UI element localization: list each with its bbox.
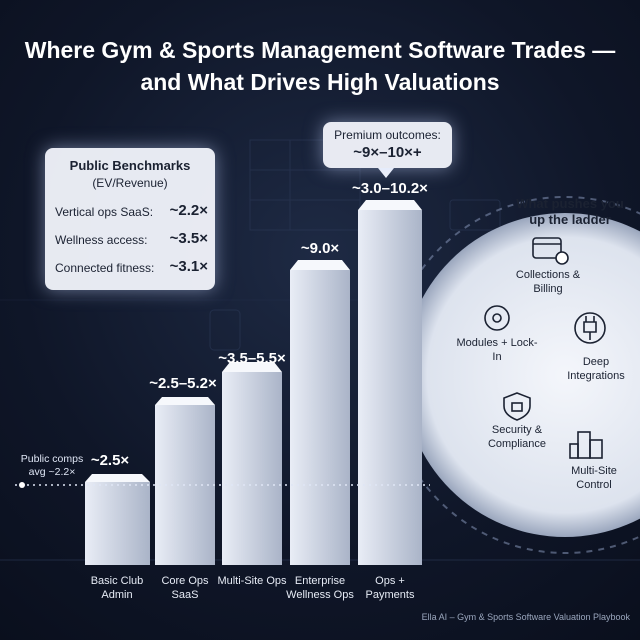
bar-label: ~9.0× xyxy=(300,240,340,257)
title: Where Gym & Sports Management Software T… xyxy=(24,37,616,95)
benchmark-label: Vertical ops SaaS: xyxy=(55,205,154,219)
bar-label: ~2.5× xyxy=(90,452,130,469)
benchmark-value: ~3.1× xyxy=(169,258,208,275)
premium-value: ~9×–10×+ xyxy=(353,144,422,161)
building-bars xyxy=(85,200,422,565)
bar-label: ~2.5–5.2× xyxy=(149,375,217,392)
reference-label: Public comps avg ~2.2× xyxy=(20,453,84,478)
driver-label: Deep Integrations xyxy=(567,356,625,382)
premium-label: Premium outcomes: xyxy=(334,128,441,142)
premium-box xyxy=(323,122,452,168)
benchmarks-subtitle: (EV/Revenue) xyxy=(92,176,168,190)
bar-label: ~3.0–10.2× xyxy=(352,180,428,197)
footer: Ella AI – Gym & Sports Software Valuatio… xyxy=(421,612,630,622)
category-label: Enterprise Wellness Ops xyxy=(286,575,354,601)
category-label: Core Ops SaaS xyxy=(161,575,209,601)
benchmarks-box xyxy=(45,148,215,290)
driver-label: Multi-Site Control xyxy=(571,465,617,491)
driver-label: Collections & Billing xyxy=(515,269,581,295)
drivers-title: What pushes you up the ladder xyxy=(516,196,624,227)
benchmarks-title: Public Benchmarks xyxy=(69,158,191,173)
bar-label: ~3.5–5.5× xyxy=(218,350,286,367)
benchmark-value: ~2.2× xyxy=(169,202,208,219)
driver-label: Modules + Lock-In xyxy=(456,337,538,363)
category-label: Ops + Payments xyxy=(365,575,415,601)
driver-icons xyxy=(484,237,606,459)
category-label: Multi-Site Ops xyxy=(217,575,287,587)
driver-label: Security & Compliance xyxy=(487,424,547,450)
benchmark-label: Wellness access: xyxy=(55,233,148,247)
category-label: Basic Club Admin xyxy=(90,575,144,601)
benchmark-value: ~3.5× xyxy=(169,230,208,247)
benchmark-label: Connected fitness: xyxy=(55,261,155,275)
drivers-circle xyxy=(403,213,640,537)
